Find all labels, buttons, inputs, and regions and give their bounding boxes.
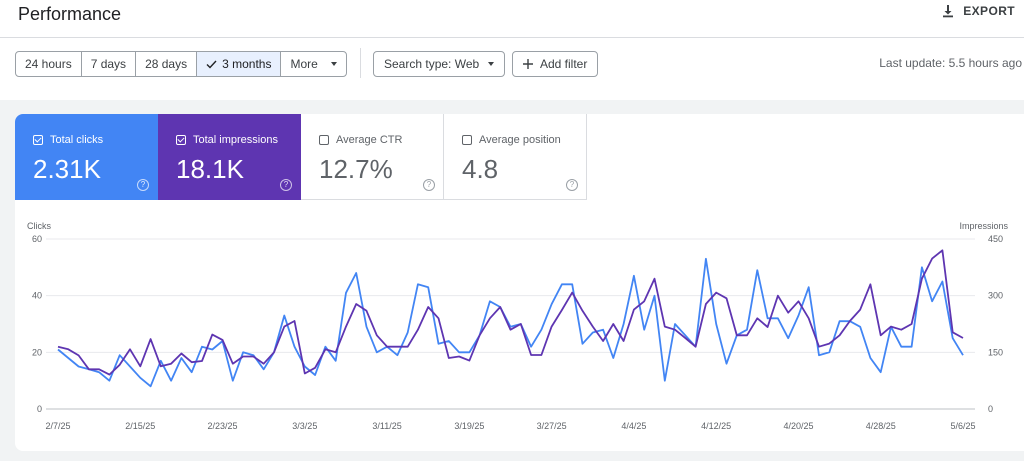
checkmark-icon <box>206 60 217 69</box>
y-tick-label-right: 150 <box>988 347 1003 357</box>
metric-total-impressions[interactable]: Total impressions 18.1K ? <box>158 114 301 200</box>
dropdown-arrow-icon <box>330 62 337 66</box>
date-option-label: 7 days <box>90 57 127 71</box>
metric-label: Average position <box>479 134 561 146</box>
left-axis-title: Clicks <box>27 221 51 231</box>
checkbox-unchecked-icon[interactable] <box>462 135 472 145</box>
date-range-selector: 24 hours 7 days 28 days 3 months More <box>15 51 347 77</box>
metric-label-row: Total clicks <box>33 134 103 146</box>
checkbox-checked-icon[interactable] <box>33 135 43 145</box>
help-icon[interactable]: ? <box>280 179 292 191</box>
export-button[interactable]: EXPORT <box>941 4 1015 18</box>
metric-value: 2.31K <box>33 154 101 184</box>
plus-icon <box>523 59 533 69</box>
date-option-label: 3 months <box>222 57 272 71</box>
x-tick-label: 3/11/25 <box>372 421 401 431</box>
y-tick-label-left: 20 <box>32 347 42 357</box>
y-tick-label-right: 0 <box>988 404 993 414</box>
toolbar-divider <box>360 48 361 78</box>
date-option-label: 24 hours <box>25 57 72 71</box>
date-option-more[interactable]: More <box>281 52 345 76</box>
date-option-24-hours[interactable]: 24 hours <box>16 52 82 76</box>
metric-average-position[interactable]: Average position 4.8 ? <box>444 114 587 200</box>
metric-label: Total impressions <box>193 134 278 146</box>
performance-card: Total clicks 2.31K ? Total impressions 1… <box>15 114 1024 451</box>
y-tick-label-left: 40 <box>32 291 42 301</box>
x-tick-label: 3/27/25 <box>537 421 567 431</box>
date-option-label: More <box>290 57 318 71</box>
add-filter-label: Add filter <box>540 57 588 71</box>
metric-label-row: Average CTR <box>319 134 402 146</box>
y-tick-label-left: 0 <box>37 404 42 414</box>
performance-chart: Clicks Impressions 0 20 40 60 0 150 300 450 2/7/25… <box>27 221 1009 431</box>
x-tick-label: 5/6/25 <box>950 421 975 431</box>
date-option-3-months[interactable]: 3 months <box>197 52 282 76</box>
x-tick-label: 3/19/25 <box>454 421 484 431</box>
search-type-label: Search type: Web <box>384 57 480 71</box>
last-update-text: Last update: 5.5 hours ago <box>879 56 1022 70</box>
y-tick-label-left: 60 <box>32 234 42 244</box>
right-axis-title: Impressions <box>959 221 1008 231</box>
controls-bar: 24 hours 7 days 28 days 3 months More Se… <box>0 38 1024 100</box>
x-tick-label: 2/7/25 <box>45 421 70 431</box>
x-tick-label: 4/4/25 <box>621 421 646 431</box>
x-tick-label: 4/28/25 <box>866 421 896 431</box>
metric-value: 4.8 <box>462 154 499 184</box>
metric-label-row: Total impressions <box>176 134 278 146</box>
help-icon[interactable]: ? <box>423 179 435 191</box>
date-option-28-days[interactable]: 28 days <box>136 52 198 76</box>
page-title: Performance <box>18 4 122 24</box>
metric-value: 18.1K <box>176 154 244 184</box>
x-tick-label: 3/3/25 <box>292 421 317 431</box>
metric-label: Total clicks <box>50 134 104 146</box>
help-icon[interactable]: ? <box>566 179 578 191</box>
y-tick-label-right: 450 <box>988 234 1003 244</box>
help-icon[interactable]: ? <box>137 179 149 191</box>
metric-label-row: Average position <box>462 134 561 146</box>
export-label: EXPORT <box>963 4 1015 18</box>
date-option-7-days[interactable]: 7 days <box>82 52 137 76</box>
x-tick-label: 2/23/25 <box>208 421 238 431</box>
metric-label: Average CTR <box>336 134 403 146</box>
y-tick-label-right: 300 <box>988 291 1003 301</box>
dropdown-arrow-icon <box>488 62 495 66</box>
checkbox-unchecked-icon[interactable] <box>319 135 329 145</box>
add-filter-button[interactable]: Add filter <box>512 51 599 77</box>
download-icon <box>943 5 954 18</box>
top-bar: Performance EXPORT <box>0 0 1024 38</box>
impressions-series-line <box>57 249 964 376</box>
metric-value: 12.7% <box>319 154 393 184</box>
x-tick-label: 4/12/25 <box>701 421 731 431</box>
x-tick-label: 4/20/25 <box>783 421 813 431</box>
search-type-dropdown[interactable]: Search type: Web <box>373 51 506 77</box>
date-option-label: 28 days <box>145 57 188 71</box>
metric-total-clicks[interactable]: Total clicks 2.31K ? <box>15 114 158 200</box>
checkbox-checked-icon[interactable] <box>176 135 186 145</box>
x-tick-label: 2/15/25 <box>125 421 155 431</box>
metric-average-ctr[interactable]: Average CTR 12.7% ? <box>301 114 444 200</box>
clicks-series-line <box>57 257 964 388</box>
